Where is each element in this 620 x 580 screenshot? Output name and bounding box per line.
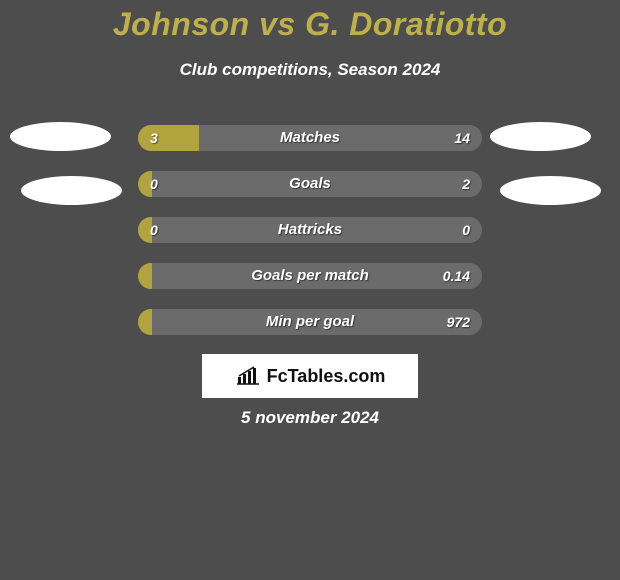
stat-value-right: 0 [462, 217, 470, 243]
stat-bar-left-fill [138, 263, 152, 289]
club-badge-placeholder [21, 176, 122, 205]
stat-value-left: 3 [150, 125, 158, 151]
stat-bar-right-fill [152, 309, 482, 335]
stat-row: Matches314 [138, 125, 482, 151]
stat-bar-left-fill [138, 125, 199, 151]
stat-value-right: 0.14 [443, 263, 470, 289]
stat-row: Hattricks00 [138, 217, 482, 243]
club-badge-placeholder [500, 176, 601, 205]
stat-value-left: 0 [150, 171, 158, 197]
stat-row: Goals per match0.14 [138, 263, 482, 289]
stat-bar-left-fill [138, 309, 152, 335]
stat-value-right: 14 [454, 125, 470, 151]
comparison-infographic: Johnson vs G. Doratiotto Club competitio… [0, 0, 620, 580]
club-badge-placeholder [490, 122, 591, 151]
stat-row: Goals02 [138, 171, 482, 197]
stat-bar-right-fill [152, 171, 482, 197]
stat-value-right: 2 [462, 171, 470, 197]
stat-row: Min per goal972 [138, 309, 482, 335]
bar-chart-icon [235, 366, 261, 386]
source-logo: FcTables.com [202, 354, 418, 398]
stat-bars: Matches314Goals02Hattricks00Goals per ma… [138, 125, 482, 355]
page-title: Johnson vs G. Doratiotto [0, 6, 620, 43]
stat-bar-right-fill [199, 125, 482, 151]
stat-value-right: 972 [447, 309, 470, 335]
snapshot-date: 5 november 2024 [0, 408, 620, 428]
page-subtitle: Club competitions, Season 2024 [0, 60, 620, 80]
source-logo-text: FcTables.com [267, 366, 386, 387]
stat-bar-right-fill [152, 217, 482, 243]
club-badge-placeholder [10, 122, 111, 151]
stat-value-left: 0 [150, 217, 158, 243]
stat-bar-right-fill [152, 263, 482, 289]
